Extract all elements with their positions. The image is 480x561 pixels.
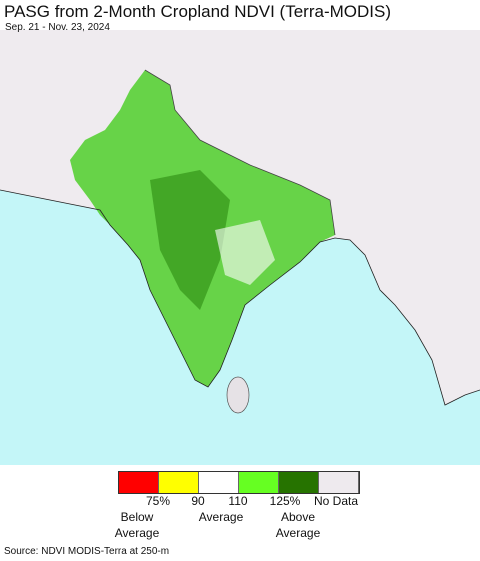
legend-swatch	[119, 472, 159, 493]
legend-tick-label: 110	[228, 494, 248, 508]
legend-swatch	[239, 472, 279, 493]
legend-swatch	[279, 472, 319, 493]
sri-lanka	[226, 376, 250, 414]
legend-tick-label: 90	[191, 494, 205, 508]
legend-group-label: Above Average	[276, 509, 320, 541]
legend-group-label: Below Average	[115, 509, 159, 541]
legend-swatch	[199, 472, 239, 493]
title: PASG from 2-Month Cropland NDVI (Terra-M…	[4, 2, 391, 21]
legend-tick-label: 125%	[269, 494, 301, 508]
legend-boxes	[118, 471, 360, 494]
border	[144, 69, 336, 236]
legend-tick-label: 75%	[145, 494, 171, 508]
legend-group-line: Above	[280, 510, 316, 524]
legend-group-line: Below	[120, 510, 154, 524]
legend-swatch	[159, 472, 199, 493]
legend-group-line: Average	[198, 510, 244, 524]
near-average-area	[215, 220, 275, 285]
legend-group-line: Average	[114, 526, 160, 540]
subtitle: Sep. 21 - Nov. 23, 2024	[5, 22, 110, 33]
sea	[0, 190, 480, 465]
legend-swatch	[319, 472, 359, 493]
legend-group-line: Average	[275, 526, 321, 540]
legend-tick-label: No Data	[313, 494, 359, 508]
map	[0, 30, 480, 465]
coastline	[0, 189, 480, 406]
cropland-dense	[150, 170, 230, 310]
legend-group-label: Average	[199, 509, 243, 525]
source: Source: NDVI MODIS-Terra at 250-m	[4, 546, 170, 557]
